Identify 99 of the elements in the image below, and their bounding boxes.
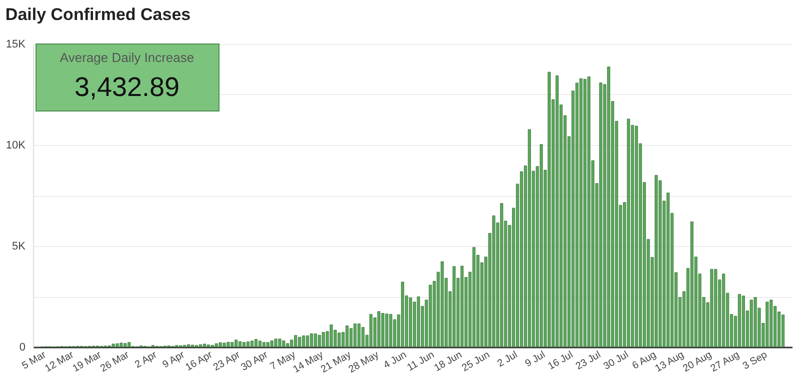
x-tick-label: 2 Apr [133,349,160,371]
bar [401,282,404,348]
bar [738,294,741,348]
bar [338,332,341,348]
bar [124,343,127,348]
chart-title: Daily Confirmed Cases [5,5,191,24]
y-tick-label: 5K [12,240,26,252]
bar [330,324,333,348]
bar [286,343,290,348]
bar [381,313,384,348]
bar [385,314,388,348]
y-tick-label: 15K [6,38,26,50]
bar [540,144,543,348]
bar [440,261,444,348]
bar [556,76,559,348]
bar [714,269,718,348]
bar [226,342,230,348]
annotation: Average Daily Increase [60,50,194,65]
bar [266,342,270,348]
bar [722,274,726,348]
bar [492,216,496,348]
bar [409,298,412,348]
bar [214,343,218,348]
bar [202,344,206,348]
bar [766,302,769,348]
bar [116,343,119,348]
bar [770,300,773,348]
bar [654,175,658,348]
bar [587,76,590,348]
bar [112,344,115,348]
bar [198,344,202,348]
bar [579,78,582,348]
bar [191,344,194,348]
x-tick-label: 23 Jul [574,350,603,372]
bar [218,342,222,348]
bar [258,340,262,348]
x-tick-label: 4 Jun [382,350,409,372]
bar [206,344,210,348]
bar [361,327,364,348]
bar [599,82,602,348]
x-tick-label: 3 Sep [741,349,770,372]
bar [314,333,317,348]
bar [754,297,757,348]
bar [452,266,456,348]
y-tick-label: 10K [6,140,26,152]
bar [548,72,551,348]
x-tick-label: 30 Apr [239,349,270,374]
bar [278,338,282,348]
x-tick-label: 9 Apr [160,349,188,371]
bar [500,203,504,348]
bar [250,340,254,348]
y-tick-label: 0 [19,342,26,354]
bar [710,269,714,348]
bar [238,341,242,348]
bar [389,314,392,348]
bar [262,342,266,348]
bar [354,324,357,348]
x-tick-label: 2 Jul [496,350,520,370]
bar [310,333,313,348]
bar [377,311,380,348]
bar [358,324,360,348]
x-tick-label: 30 Jul [602,350,631,372]
bar [120,342,123,348]
bar [302,335,306,348]
bar [282,340,286,348]
bar [460,266,464,348]
bar [306,335,309,348]
bar [416,296,420,348]
x-tick-label: 9 Jul [524,350,548,370]
bar [322,332,325,348]
bar [128,342,131,348]
bar [222,342,226,348]
annotation: 3,432.89 [74,72,180,102]
bar [634,126,638,348]
bar [242,342,246,348]
bar [750,300,753,348]
x-tick-label: 16 Jul [546,350,576,372]
bar [782,314,785,348]
bar [234,340,238,348]
bar [666,192,670,348]
bar [583,78,586,348]
bar [187,344,190,348]
bar [246,342,250,348]
bar [274,338,278,348]
bar [254,339,258,348]
bar [428,284,432,348]
bar [690,222,694,348]
bar [346,326,349,348]
bar [230,342,234,348]
bar [742,296,745,348]
bar [294,335,298,348]
bar [270,340,274,348]
bar [369,314,372,348]
bar [298,336,302,348]
bar [528,129,531,348]
bar [607,66,610,348]
bar [626,118,630,348]
bar [472,247,476,348]
bar [318,334,321,348]
